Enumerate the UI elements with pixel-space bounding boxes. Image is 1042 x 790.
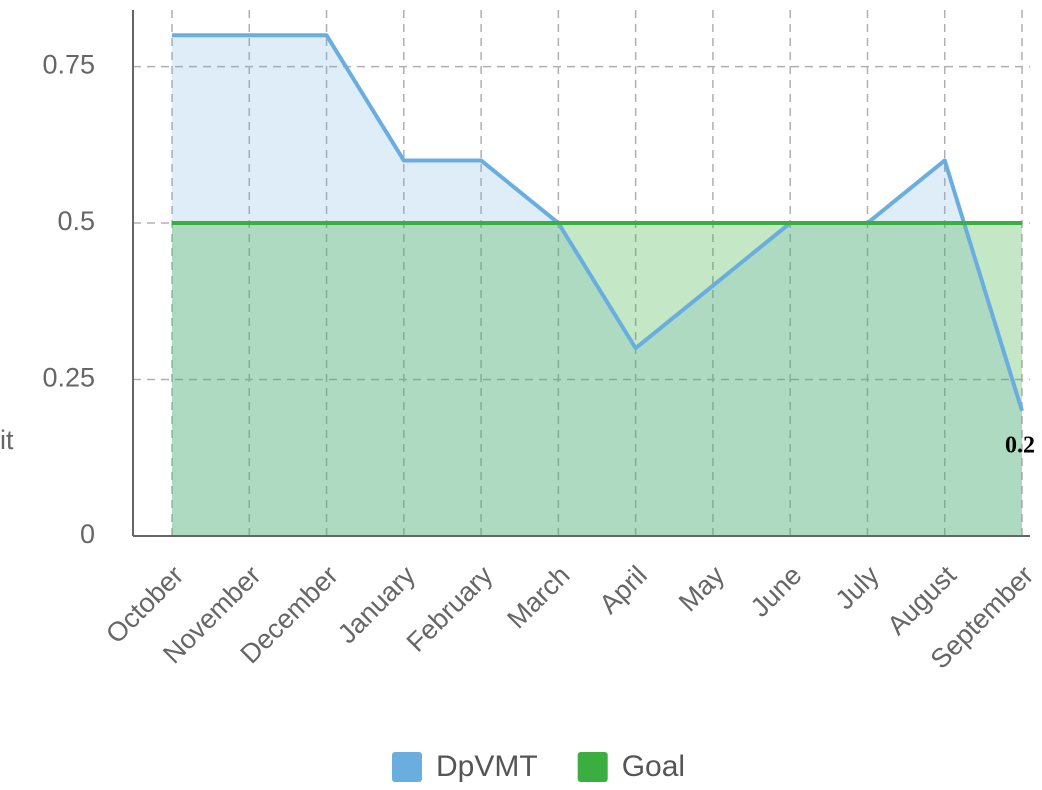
y-axis-label: it <box>0 425 14 455</box>
y-tick-label: 0.5 <box>57 206 95 236</box>
x-tick-label: July <box>830 560 886 616</box>
y-tick-label: 0 <box>80 519 95 549</box>
y-tick-label: 0.25 <box>42 363 95 393</box>
line <box>172 33 1024 412</box>
legend-swatch <box>392 752 422 782</box>
x-tick-label: May <box>673 560 731 618</box>
x-tick-label: February <box>401 560 499 658</box>
legend-swatch <box>577 752 608 782</box>
legend-label: DpVMT <box>436 750 538 783</box>
data-label: 0.2 <box>1005 432 1035 458</box>
legend-label: Goal <box>622 750 685 783</box>
y-tick-label: 0.75 <box>42 50 95 80</box>
area-fill <box>172 223 1022 536</box>
x-tick-label: June <box>745 560 808 623</box>
x-tick-label: April <box>594 560 653 619</box>
x-tick-label: March <box>501 560 575 634</box>
